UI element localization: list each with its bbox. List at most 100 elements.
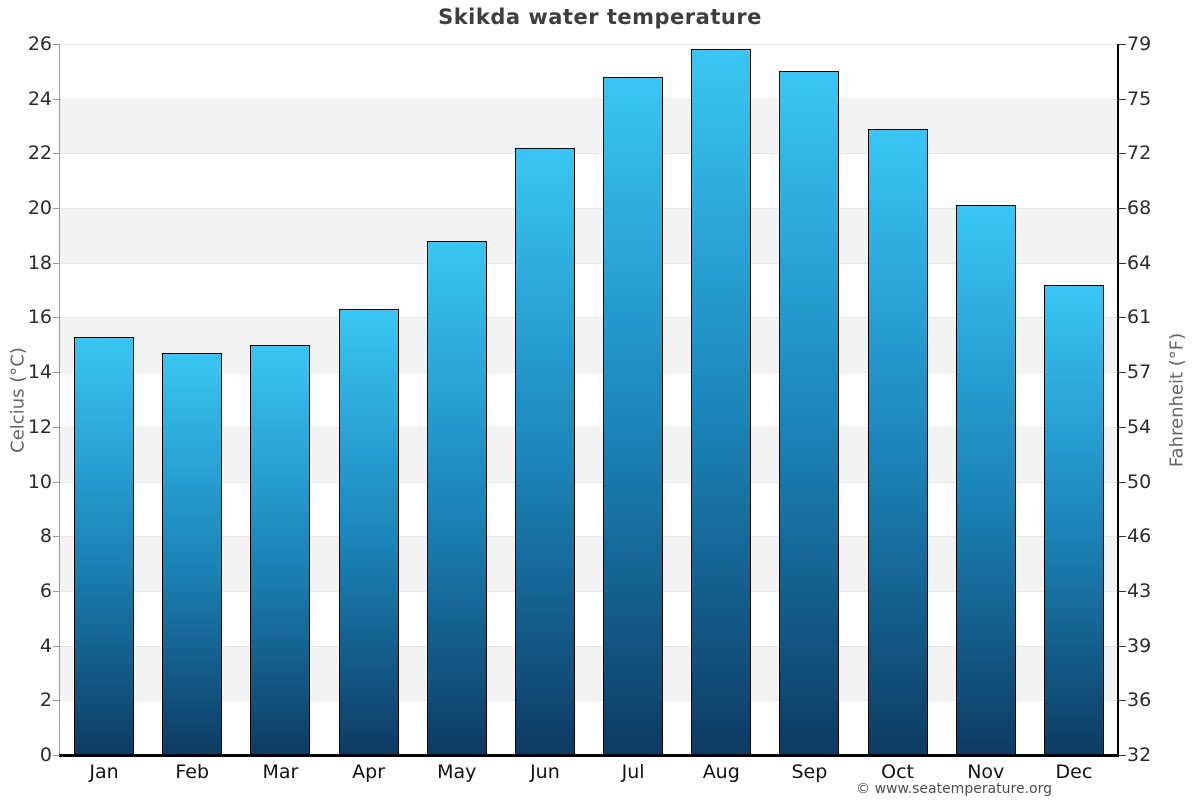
celsius-tick-label: 14 — [27, 361, 52, 384]
gridline — [60, 372, 1118, 373]
gridline — [60, 208, 1118, 209]
gridline — [60, 700, 1118, 701]
celsius-tick-label: 20 — [27, 197, 52, 220]
left-axis-line — [59, 44, 60, 755]
celsius-tick-mark — [53, 208, 60, 210]
fahrenheit-tick-label: 79 — [1127, 33, 1152, 55]
fahrenheit-tick-mark — [1119, 590, 1126, 592]
fahrenheit-tick-label: 64 — [1127, 251, 1152, 274]
fahrenheit-tick-label: 68 — [1127, 197, 1152, 220]
fahrenheit-tick-label: 36 — [1127, 689, 1152, 712]
fahrenheit-tick-mark — [1119, 262, 1126, 264]
gridline — [60, 646, 1118, 647]
background-stripe — [60, 208, 1118, 263]
background-stripe — [60, 372, 1118, 427]
celsius-tick-mark — [53, 645, 60, 647]
bar-may — [426, 240, 487, 755]
background-stripe — [60, 44, 1118, 99]
celsius-tick-label: 10 — [27, 470, 52, 493]
plot-area — [60, 44, 1118, 755]
bar-feb — [162, 353, 223, 755]
background-stripe — [60, 590, 1118, 646]
bar-sep — [779, 71, 840, 755]
celsius-tick-label: 8 — [39, 525, 52, 548]
background-stripe — [60, 262, 1118, 318]
celsius-tick-mark — [53, 372, 60, 374]
fahrenheit-tick-label: 46 — [1127, 525, 1152, 548]
bar-oct — [867, 128, 928, 755]
fahrenheit-tick-mark — [1119, 317, 1126, 319]
gridline — [60, 153, 1118, 154]
fahrenheit-axis-title: Fahrenheit (°F) — [1166, 332, 1188, 468]
fahrenheit-tick-mark — [1119, 645, 1126, 647]
bar-jul — [603, 76, 664, 755]
month-label-aug: Aug — [702, 761, 740, 783]
gridline — [60, 427, 1118, 428]
celsius-tick-mark — [53, 262, 60, 264]
fahrenheit-tick-mark — [1119, 700, 1126, 702]
celsius-tick-mark — [53, 700, 60, 702]
bar-jun — [514, 147, 575, 755]
fahrenheit-tick-label: 57 — [1127, 361, 1152, 384]
fahrenheit-tick-label: 54 — [1127, 415, 1152, 438]
celsius-tick-label: 18 — [27, 251, 52, 274]
month-label-mar: Mar — [262, 761, 299, 783]
fahrenheit-tick-label: 75 — [1127, 87, 1152, 110]
bar-nov — [955, 205, 1016, 755]
celsius-tick-mark — [53, 755, 60, 756]
fahrenheit-tick-label: 32 — [1127, 744, 1152, 766]
background-stripe — [60, 481, 1118, 537]
celsius-tick-mark — [53, 590, 60, 592]
fahrenheit-tick-mark — [1119, 98, 1126, 100]
gridline — [60, 591, 1118, 592]
copyright-notice: © www.seatemperature.org — [856, 781, 1052, 797]
celsius-tick-label: 22 — [27, 142, 52, 165]
background-stripe — [60, 536, 1118, 591]
background-stripe — [60, 98, 1118, 154]
month-label-feb: Feb — [175, 761, 210, 783]
gridline — [60, 99, 1118, 100]
fahrenheit-tick-mark — [1119, 755, 1126, 756]
celsius-tick-label: 16 — [27, 306, 52, 329]
month-label-oct: Oct — [881, 761, 914, 783]
background-stripe — [60, 700, 1118, 755]
right-axis-line — [1117, 44, 1119, 755]
gridline — [60, 44, 1118, 45]
fahrenheit-tick-label: 39 — [1127, 634, 1152, 657]
celsius-tick-mark — [53, 44, 60, 45]
celsius-tick-label: 4 — [39, 634, 52, 657]
fahrenheit-tick-mark — [1119, 208, 1126, 210]
fahrenheit-tick-mark — [1119, 536, 1126, 538]
fahrenheit-tick-label: 50 — [1127, 470, 1152, 493]
gridline — [60, 482, 1118, 483]
month-label-jan: Jan — [89, 761, 119, 783]
month-label-sep: Sep — [791, 761, 828, 783]
celsius-tick-mark — [53, 153, 60, 155]
month-label-jun: Jun — [530, 761, 560, 783]
celsius-tick-label: 6 — [39, 579, 52, 602]
fahrenheit-tick-mark — [1119, 153, 1126, 155]
celsius-tick-label: 2 — [39, 689, 52, 712]
celsius-tick-label: 12 — [27, 415, 52, 438]
gridline — [60, 536, 1118, 537]
celsius-tick-mark — [53, 536, 60, 538]
background-stripe — [60, 317, 1118, 373]
fahrenheit-tick-mark — [1119, 481, 1126, 483]
month-label-nov: Nov — [967, 761, 1005, 783]
background-stripe — [60, 153, 1118, 209]
fahrenheit-tick-label: 72 — [1127, 142, 1152, 165]
celsius-tick-mark — [53, 317, 60, 319]
fahrenheit-tick-mark — [1119, 44, 1126, 45]
bar-dec — [1043, 284, 1104, 755]
celsius-tick-label: 26 — [27, 33, 52, 55]
background-stripe — [60, 645, 1118, 701]
month-label-apr: Apr — [352, 761, 386, 783]
bar-apr — [338, 309, 399, 755]
chart-title: Skikda water temperature — [438, 5, 762, 29]
fahrenheit-tick-mark — [1119, 372, 1126, 374]
celsius-tick-label: 0 — [39, 744, 52, 766]
background-stripe — [60, 426, 1118, 482]
fahrenheit-tick-mark — [1119, 426, 1126, 428]
bar-mar — [250, 344, 311, 755]
